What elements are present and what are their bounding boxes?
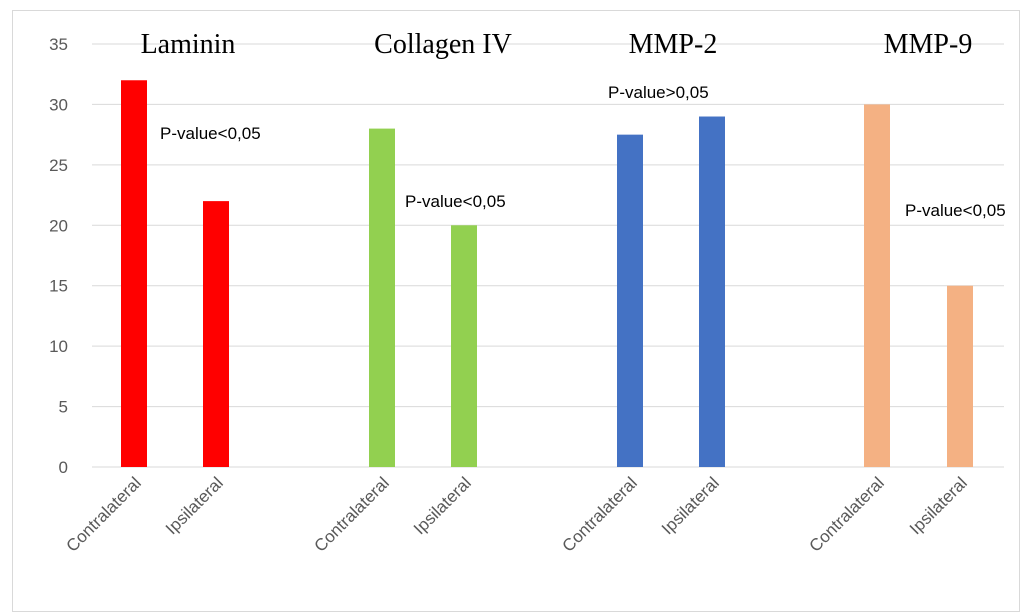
p-value-annotation: P-value<0,05 (905, 201, 1006, 220)
y-tick-label: 25 (49, 156, 68, 175)
x-axis-category-labels: Contralateral Ipsilateral Contralateral Ips… (63, 473, 971, 555)
y-tick-label: 20 (49, 216, 68, 235)
bar (121, 80, 147, 467)
bar (369, 128, 395, 467)
p-value-annotation: P-value>0,05 (608, 83, 709, 102)
bars (121, 80, 973, 467)
y-tick-label: 0 (59, 458, 68, 477)
y-tick-label: 10 (49, 337, 68, 356)
x-category-label: Contralateral (63, 473, 145, 555)
gridlines (92, 43, 1004, 468)
bar (203, 201, 229, 467)
x-category-label: Ipsilateral (162, 473, 227, 538)
group-title: Laminin (141, 29, 236, 60)
x-category-label: Ipsilateral (658, 473, 723, 538)
x-category-label: Contralateral (806, 473, 888, 555)
x-category-label: Ipsilateral (906, 473, 971, 538)
x-category-label: Ipsilateral (410, 473, 475, 538)
group-titles: Laminin Collagen IV MMP-2 MMP-9 (141, 29, 973, 60)
bar (864, 104, 890, 467)
y-tick-label: 30 (49, 95, 68, 114)
y-tick-label: 5 (59, 398, 68, 417)
group-title: Collagen IV (374, 29, 512, 60)
y-tick-label: 15 (49, 277, 68, 296)
x-category-label: Contralateral (559, 473, 641, 555)
bar (699, 116, 725, 467)
y-tick-label: 35 (49, 35, 68, 54)
x-category-label: Contralateral (311, 473, 393, 555)
group-title: MMP-2 (629, 29, 718, 60)
bar (947, 285, 973, 467)
group-title: MMP-9 (884, 29, 973, 60)
p-value-annotation: P-value<0,05 (405, 192, 506, 211)
bar (617, 134, 643, 467)
p-value-annotation: P-value<0,05 (160, 124, 261, 143)
bar (451, 225, 477, 467)
p-value-annotations: P-value<0,05 P-value<0,05 P-value>0,05 P-va… (160, 83, 1006, 220)
y-axis-ticks: 0 5 10 15 20 25 30 35 (49, 35, 68, 477)
